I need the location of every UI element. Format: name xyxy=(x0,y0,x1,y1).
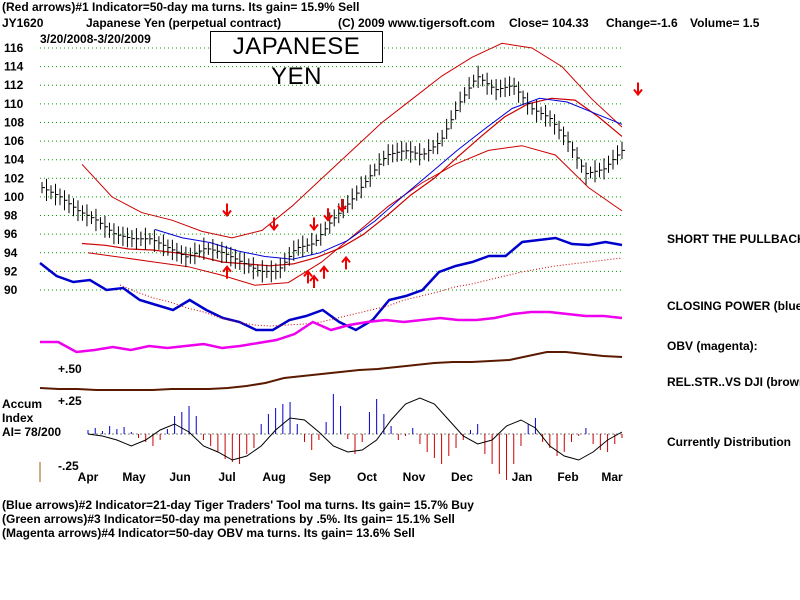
relstr-line xyxy=(39,351,623,391)
y-tick-label: 100 xyxy=(4,190,24,204)
accum-label-2: Index xyxy=(2,411,34,425)
price-bars xyxy=(41,65,625,283)
accum-ma-line xyxy=(87,397,623,461)
label-relstr: REL.STR..VS DJI (brown) xyxy=(667,375,800,389)
indicator-3-line: (Green arrows)#3 Indicator=50-day ma pen… xyxy=(2,512,455,526)
x-tick-label: Aug xyxy=(262,470,285,484)
x-tick-label: Jul xyxy=(218,470,235,484)
closing-power-line xyxy=(39,236,623,332)
buy-arrow xyxy=(303,269,313,284)
contract-name: Japanese Yen (perpetual contract) xyxy=(86,16,282,30)
x-tick-label: Jan xyxy=(512,470,533,484)
x-tick-label: Sep xyxy=(309,470,331,484)
accum-label-3: AI= 78/200 xyxy=(2,425,62,439)
label-short-pullback: SHORT THE PULLBACK xyxy=(667,232,800,246)
closing-power-ma-line xyxy=(119,257,623,327)
buy-arrow xyxy=(222,265,232,279)
sell-arrow xyxy=(309,217,319,232)
sell-arrow xyxy=(222,203,232,218)
x-tick-label: Dec xyxy=(451,470,473,484)
indicator-4-line: (Magenta arrows)#4 Indicator=50-day OBV … xyxy=(2,526,415,540)
buy-arrow xyxy=(309,274,319,289)
y-axis-ticks: 116 114 112 110 108 106 104 102 100 98 96 94 92 90 xyxy=(4,41,24,297)
change-value: Change=-1.6 xyxy=(606,16,678,30)
y-tick-label: 110 xyxy=(4,97,24,111)
y-tick-label: 98 xyxy=(4,209,18,223)
sell-arrow xyxy=(633,82,643,97)
x-tick-label: Nov xyxy=(403,470,426,484)
accum-minus-25: -.25 xyxy=(58,459,79,473)
y-tick-label: 94 xyxy=(4,246,18,260)
date-range: 3/20/2008-3/20/2009 xyxy=(40,32,151,46)
accum-index-bars xyxy=(87,394,623,480)
volume-value: Volume= 1.5 xyxy=(690,16,760,30)
indicator-2-line: (Blue arrows)#2 Indicator=21-day Tiger T… xyxy=(2,498,474,512)
signal-arrows xyxy=(222,82,643,289)
chart-series xyxy=(39,42,623,391)
copyright: (C) 2009 www.tigersoft.com xyxy=(338,16,495,30)
x-tick-label: Mar xyxy=(601,470,623,484)
obv-line xyxy=(40,310,623,354)
y-tick-label: 104 xyxy=(4,153,24,167)
sell-arrow xyxy=(337,198,347,213)
moving-average-line xyxy=(154,97,623,260)
chart-title: JAPANESE YEN xyxy=(210,31,383,90)
y-tick-label: 116 xyxy=(4,41,24,55)
y-tick-label: 106 xyxy=(4,134,24,148)
y-tick-label: 90 xyxy=(4,283,18,297)
symbol: JY1620 xyxy=(2,16,44,30)
sell-arrow xyxy=(269,217,279,232)
indicator-1-line: (Red arrows)#1 Indicator=50-day ma turns… xyxy=(2,0,360,14)
buy-arrow xyxy=(341,255,351,270)
y-tick-label: 108 xyxy=(4,115,24,129)
x-tick-label: Jun xyxy=(169,470,190,484)
x-tick-label: Apr xyxy=(78,470,99,484)
y-tick-label: 114 xyxy=(4,60,24,74)
sell-arrow xyxy=(323,208,333,222)
buy-arrow xyxy=(319,265,329,279)
accum-plus-25: +.25 xyxy=(58,394,82,408)
x-tick-label: Oct xyxy=(357,470,377,484)
y-tick-label: 92 xyxy=(4,264,18,278)
y-tick-label: 102 xyxy=(4,171,24,185)
label-obv: OBV (magenta): xyxy=(667,339,758,353)
close-value: Close= 104.33 xyxy=(509,16,589,30)
accum-plus-50: +.50 xyxy=(58,362,82,376)
x-axis-ticks: Apr May Jun Jul Aug Sep Oct Nov Dec Jan Feb Mar xyxy=(78,470,623,484)
x-tick-label: May xyxy=(122,470,146,484)
label-closing-power: CLOSING POWER (blue) xyxy=(667,299,800,313)
x-tick-label: Feb xyxy=(557,470,578,484)
upper-band-line xyxy=(81,42,623,239)
label-distribution: Currently Distribution xyxy=(667,435,792,449)
lower-band-line xyxy=(87,145,623,286)
y-tick-label: 112 xyxy=(4,78,24,92)
accum-label-1: Accum xyxy=(2,397,43,411)
y-tick-label: 96 xyxy=(4,227,18,241)
